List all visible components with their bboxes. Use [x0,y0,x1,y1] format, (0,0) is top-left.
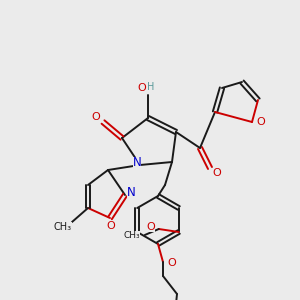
Text: N: N [127,185,135,199]
Text: O: O [213,168,221,178]
Text: O: O [92,112,100,122]
Text: O: O [146,222,155,232]
Text: N: N [133,157,141,169]
Text: CH₃: CH₃ [54,222,72,232]
Text: O: O [106,221,116,231]
Text: O: O [138,83,146,93]
Text: O: O [168,258,176,268]
Text: H: H [147,82,155,92]
Text: O: O [256,117,266,127]
Text: CH₃: CH₃ [123,230,140,239]
